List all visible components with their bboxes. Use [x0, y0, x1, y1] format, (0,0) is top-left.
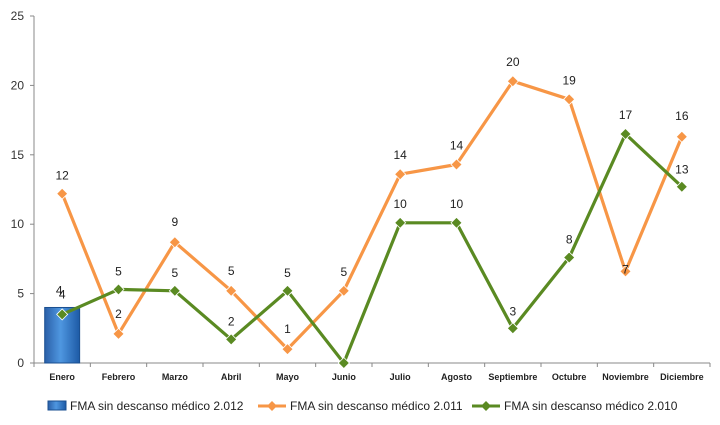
point-data-label: 1 [284, 322, 291, 336]
data-point [675, 130, 688, 143]
point-data-label: 2 [115, 307, 122, 321]
data-point [675, 180, 688, 193]
legend-item: FMA sin descanso médico 2.012 [47, 399, 244, 413]
point-data-label: 8 [566, 233, 573, 247]
data-point [56, 308, 69, 321]
data-point [563, 251, 576, 264]
point-data-label: 13 [675, 163, 689, 177]
data-point [225, 284, 238, 297]
data-point [619, 127, 632, 141]
data-point [225, 333, 238, 346]
line-series [56, 75, 688, 370]
point-data-label: 14 [393, 148, 407, 162]
data-point [450, 158, 463, 171]
y-tick-label: 25 [11, 9, 25, 23]
legend-swatch [47, 400, 67, 411]
series-line [61, 132, 683, 365]
x-tick-label: Noviembre [602, 372, 649, 382]
data-point [56, 187, 69, 200]
point-data-label: 5 [115, 264, 122, 278]
point-data-label: 16 [675, 109, 689, 123]
y-tick-label: 0 [17, 356, 24, 370]
x-tick-label: Julio [390, 372, 412, 382]
legend-swatch-marker [267, 401, 277, 411]
x-tick-label: Abril [221, 372, 242, 382]
legend-label: FMA sin descanso médico 2.012 [70, 399, 244, 413]
data-point [394, 216, 407, 229]
point-data-label: 10 [393, 197, 407, 211]
point-data-label: 17 [619, 108, 633, 122]
point-data-label: 2 [228, 314, 235, 328]
point-data-label: 5 [284, 266, 291, 280]
legend-item: FMA sin descanso médico 2.010 [472, 399, 678, 413]
x-tick-label: Octubre [552, 372, 587, 382]
x-tick-label: Diciembre [660, 372, 704, 382]
x-tick-label: Enero [49, 372, 75, 382]
data-point [506, 322, 519, 335]
point-data-label: 20 [506, 55, 520, 69]
data-point [394, 168, 407, 181]
legend: FMA sin descanso médico 2.012 FMA sin des… [47, 399, 678, 413]
data-point [506, 75, 519, 88]
data-point [112, 283, 125, 296]
legend-swatch-marker [481, 401, 491, 411]
point-data-label: 3 [509, 304, 516, 318]
data-point [337, 356, 350, 370]
y-tick-label: 15 [11, 148, 25, 162]
data-point [168, 236, 181, 249]
point-data-label: 10 [450, 197, 464, 211]
y-tick-label: 10 [11, 217, 25, 231]
point-data-label: 14 [450, 139, 464, 153]
point-data-label: 4 [59, 287, 66, 301]
x-tick-label: Marzo [162, 372, 189, 382]
legend-label: FMA sin descanso médico 2.011 [290, 399, 463, 413]
data-point [619, 265, 632, 278]
legend-label: FMA sin descanso médico 2.010 [504, 399, 678, 413]
x-tick-label: Septiembre [488, 372, 537, 382]
x-tick-label: Mayo [276, 372, 300, 382]
data-point [168, 284, 181, 297]
data-point [563, 93, 576, 106]
point-data-label: 9 [171, 215, 178, 229]
point-data-label: 19 [562, 73, 576, 87]
data-point [337, 284, 350, 297]
point-data-label: 7 [622, 262, 629, 276]
y-tick-label: 20 [11, 78, 25, 92]
x-tick-label: Agosto [441, 372, 472, 382]
data-point [112, 327, 125, 340]
point-data-label: 5 [340, 265, 347, 279]
point-data-label: 5 [171, 266, 178, 280]
data-point [281, 343, 294, 356]
point-data-label: 5 [228, 264, 235, 278]
series-line [60, 79, 684, 351]
point-data-label: 12 [55, 169, 69, 183]
bar-data-label: 4 [56, 283, 63, 297]
x-tick-label: Febrero [102, 372, 136, 382]
y-tick-label: 5 [17, 287, 24, 301]
x-tick-label: Junio [332, 372, 357, 382]
data-labels: 4 12 2 9 5 1 5 14 14 20 19 7 16 4 5 5 2 5 10 10 3 8 17 13 [55, 55, 688, 336]
data-point [281, 284, 294, 297]
legend-item: FMA sin descanso médico 2.011 [258, 399, 463, 413]
data-point [450, 216, 463, 229]
